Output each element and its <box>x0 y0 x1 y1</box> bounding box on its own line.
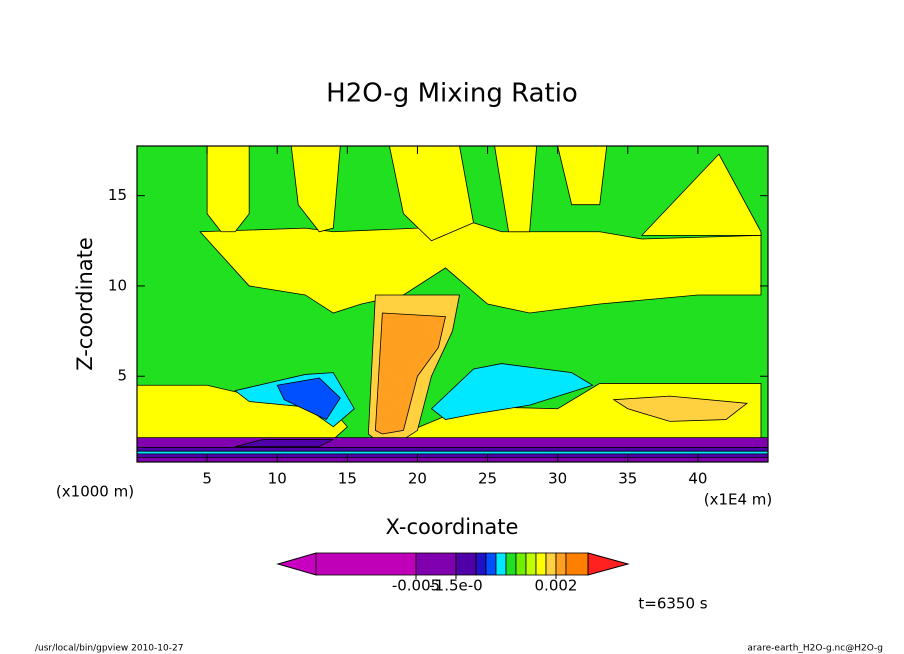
y-tick-label: 5 <box>117 367 127 385</box>
contour-region <box>557 146 608 206</box>
colorbar-segment <box>505 552 517 576</box>
x-tick-label: 30 <box>548 470 567 488</box>
contour-region <box>276 377 341 421</box>
plot-frame <box>136 145 769 463</box>
colorbar-segment <box>475 552 487 576</box>
colorbar-extend-high <box>587 552 630 576</box>
contour-region <box>494 146 538 233</box>
contour-region <box>430 363 594 420</box>
colorbar-segment <box>565 552 589 576</box>
colorbar-segment <box>455 552 477 576</box>
colorbar-segment <box>315 552 417 576</box>
time-label: t=6350 s <box>638 595 707 613</box>
x-tick-label: 5 <box>202 470 212 488</box>
contour-region <box>206 146 250 233</box>
footer-left: /usr/local/bin/gpview 2010-10-27 <box>35 644 183 654</box>
x-tick-label: 40 <box>688 470 707 488</box>
contour-region <box>612 395 749 422</box>
x-scale-label: (x1E4 m) <box>704 491 773 509</box>
contour-region <box>374 312 446 435</box>
y-tick-label: 10 <box>108 276 127 294</box>
contour-field <box>137 146 768 462</box>
x-axis-label: X-coordinate <box>386 515 519 539</box>
contour-region <box>235 439 334 448</box>
colorbar-segment <box>495 552 507 576</box>
contour-region <box>137 450 768 455</box>
chart-title: H2O-g Mixing Ratio <box>326 79 578 109</box>
x-tick-label: 35 <box>618 470 637 488</box>
colorbar-extend-low <box>276 552 317 576</box>
contour-region <box>290 146 341 233</box>
y-axis-label: Z-coordinate <box>73 237 97 371</box>
footer-right: arare-earth_H2O-g.nc@H2O-g <box>747 644 883 654</box>
plot-area <box>137 146 768 462</box>
colorbar-tick-label: -0.005 <box>392 577 440 595</box>
colorbar-tick-label: -1.5e-0 <box>429 577 482 595</box>
x-unit-label: (x1000 m) <box>56 483 134 501</box>
colorbar-segment <box>415 552 457 576</box>
x-tick-label: 10 <box>268 470 287 488</box>
colorbar-segment <box>485 552 497 576</box>
colorbar-segment <box>545 552 557 576</box>
x-tick-label: 25 <box>478 470 497 488</box>
contour-region <box>388 146 474 242</box>
colorbar-segment <box>535 552 547 576</box>
contour-region <box>640 153 762 236</box>
colorbar-tick-label: 0.002 <box>535 577 578 595</box>
colorbar-segment <box>555 552 567 576</box>
colorbar-segment <box>515 552 527 576</box>
y-tick-label: 15 <box>108 186 127 204</box>
x-tick-label: 20 <box>408 470 427 488</box>
x-tick-label: 15 <box>338 470 357 488</box>
colorbar-segment <box>525 552 537 576</box>
